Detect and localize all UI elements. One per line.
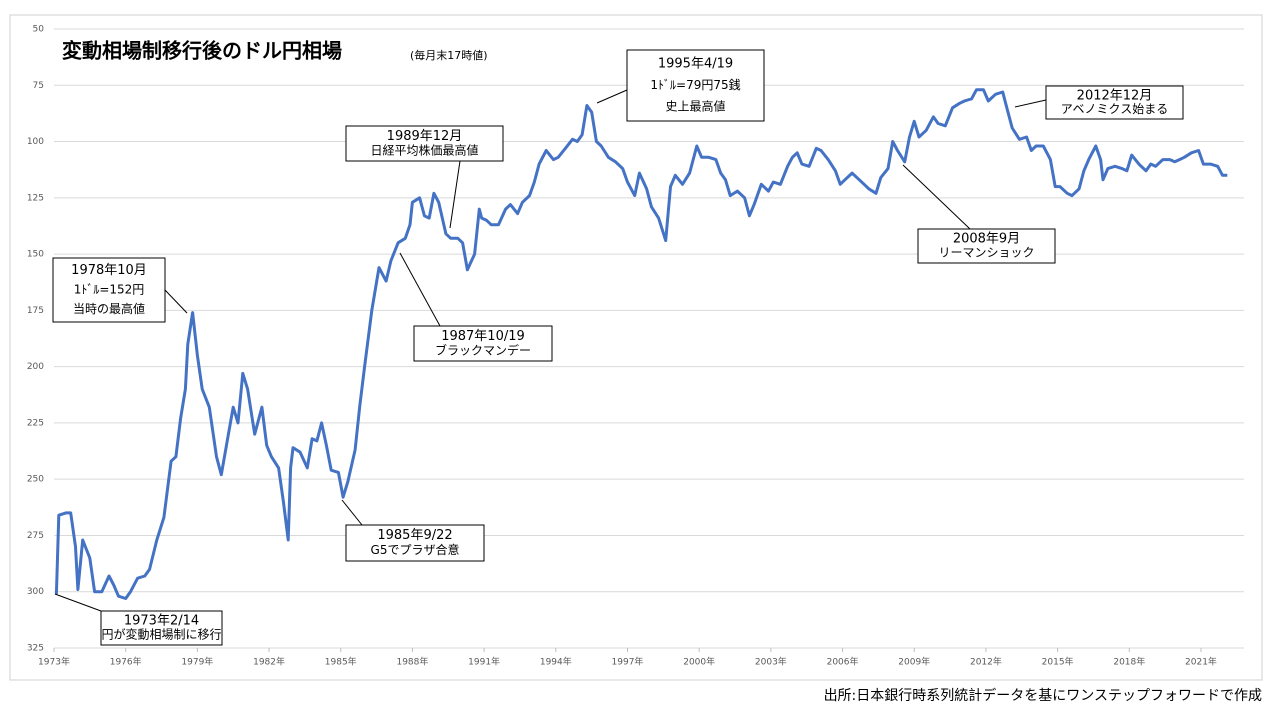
annotation-leader — [449, 160, 461, 229]
source-note: 出所:日本銀行時系列統計データを基にワンステップフォワードで作成 — [824, 687, 1262, 704]
y-tick-label: 275 — [27, 531, 44, 541]
x-tick-label: 2012年 — [970, 656, 1002, 668]
x-tick-label: 2009年 — [898, 656, 930, 668]
x-tick-label: 1994年 — [540, 656, 572, 668]
annotation-text: 当時の最高値 — [73, 301, 145, 316]
x-tick-label: 1997年 — [612, 656, 644, 668]
annotation-text: ブラックマンデー — [435, 342, 531, 357]
annotation-box — [1045, 85, 1184, 120]
annotation-box — [52, 257, 166, 323]
y-tick-label: 75 — [33, 81, 44, 91]
y-tick-label: 50 — [33, 25, 45, 35]
y-tick-label: 125 — [27, 193, 44, 203]
x-tick-label: 1973年 — [38, 656, 70, 668]
y-tick-label: 175 — [27, 306, 44, 316]
annotation-text: 史上最高値 — [665, 99, 725, 114]
annotation-text: 1985年9/22 — [377, 528, 452, 543]
x-tick-label: 2000年 — [683, 656, 715, 668]
annotation-text: 1973年2/14 — [124, 614, 199, 629]
x-tick-label: 1979年 — [181, 656, 213, 668]
chart-title: 変動相場制移行後のドル円相場 — [62, 39, 342, 63]
annotation-leader — [54, 593, 102, 612]
annotation-text: 1989年12月 — [387, 129, 463, 144]
annotation-box — [100, 610, 223, 646]
x-tick-label: 2015年 — [1042, 656, 1074, 668]
annotation-box — [345, 125, 504, 162]
annotation-text: アベノミクス始まる — [1061, 102, 1168, 116]
annotation-text: 1987年10/19 — [441, 329, 525, 344]
y-tick-label: 250 — [27, 475, 44, 485]
x-tick-label: 2003年 — [755, 656, 787, 668]
annotation-text: 円が変動相場制に移行 — [101, 627, 221, 642]
annotation-text: 1ﾄﾞﾙ=152円 — [74, 283, 145, 297]
x-tick-label: 1982年 — [253, 656, 285, 668]
annotation-text: リーマンショック — [938, 246, 1034, 260]
x-tick-label: 1985年 — [325, 656, 357, 668]
x-tick-label: 1991年 — [468, 656, 500, 668]
y-tick-label: 300 — [27, 587, 44, 597]
annotation-box — [626, 49, 765, 122]
x-tick-label: 2021年 — [1185, 656, 1217, 668]
annotation-text: 日経平均株価最高値 — [370, 142, 478, 157]
y-tick-label: 225 — [27, 418, 44, 428]
y-tick-label: 100 — [27, 137, 44, 147]
annotation-text: G5でプラザ合意 — [371, 542, 460, 557]
annotation-leader — [902, 164, 971, 230]
annotation-leader — [341, 499, 363, 526]
annotation-box — [413, 325, 553, 362]
y-tick-label: 200 — [27, 362, 44, 372]
annotation-leader — [399, 252, 441, 327]
annotation-box — [345, 524, 485, 562]
y-tick-label: 150 — [27, 250, 44, 260]
annotation-text: 2012年12月 — [1077, 88, 1153, 103]
x-tick-label: 2018年 — [1113, 656, 1145, 668]
annotation-text: 1ﾄﾞﾙ=79円75銭 — [650, 77, 740, 92]
annotation-box — [917, 228, 1056, 264]
y-tick-label: 325 — [27, 644, 44, 654]
annotation-text: 1978年10月 — [71, 263, 147, 278]
x-tick-label: 1976年 — [110, 656, 142, 668]
x-tick-label: 2006年 — [827, 656, 859, 668]
x-tick-label: 1988年 — [396, 656, 428, 668]
annotation-text: 1995年4/19 — [658, 56, 733, 71]
annotation-text: 2008年9月 — [953, 232, 1020, 247]
annotation-leader — [1014, 99, 1047, 108]
chart-subtitle: (毎月末17時値) — [410, 48, 488, 62]
chart-frame — [9, 14, 1263, 681]
annotation-leader — [164, 289, 188, 314]
annotation-leader — [596, 89, 628, 104]
data-line — [54, 88, 1228, 600]
